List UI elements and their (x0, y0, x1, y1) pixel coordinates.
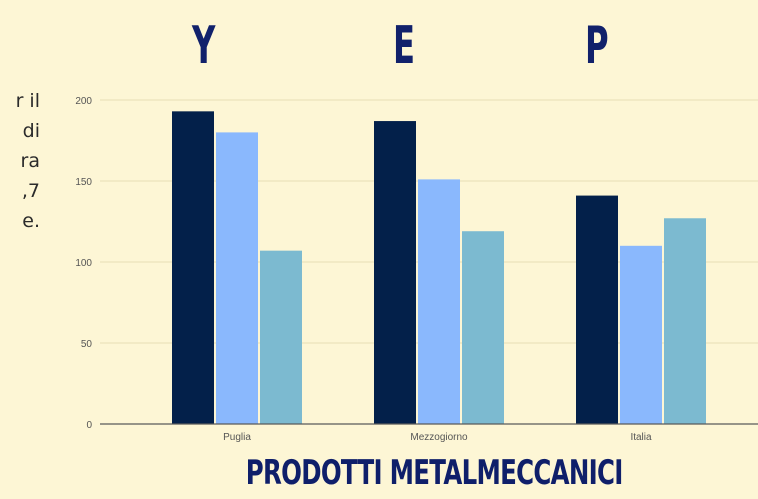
x-tick-label: Puglia (223, 432, 251, 443)
bar-p (260, 250, 302, 424)
bar-e (216, 132, 258, 424)
bar-p (664, 218, 706, 424)
y-tick-label: 100 (75, 258, 92, 269)
y-tick-label: 200 (75, 96, 92, 107)
chart-title: PRODOTTI METALMECCANICI (245, 453, 624, 493)
bar-y (576, 195, 618, 424)
side-text-line: r il (15, 90, 40, 112)
bar-p (462, 231, 504, 424)
legend-label-p: P (585, 16, 609, 76)
side-text-line: e. (22, 210, 40, 232)
bar-y (172, 111, 214, 424)
x-tick-label: Mezzogiorno (410, 432, 468, 443)
legend-label-e: E (393, 16, 416, 76)
bar-e (418, 179, 460, 424)
side-text-line: di (22, 120, 40, 142)
side-text-line: ra (20, 150, 40, 172)
bar-y (374, 121, 416, 424)
legend-label-y: Y (192, 16, 216, 76)
cropped-side-text: r il di ra ,7 e. (0, 86, 40, 236)
bar-e (620, 245, 662, 424)
y-tick-label: 150 (75, 177, 92, 188)
y-tick-label: 50 (81, 339, 93, 350)
y-tick-label: 0 (86, 420, 92, 431)
side-text-line: ,7 (21, 180, 40, 202)
x-tick-label: Italia (630, 432, 652, 443)
